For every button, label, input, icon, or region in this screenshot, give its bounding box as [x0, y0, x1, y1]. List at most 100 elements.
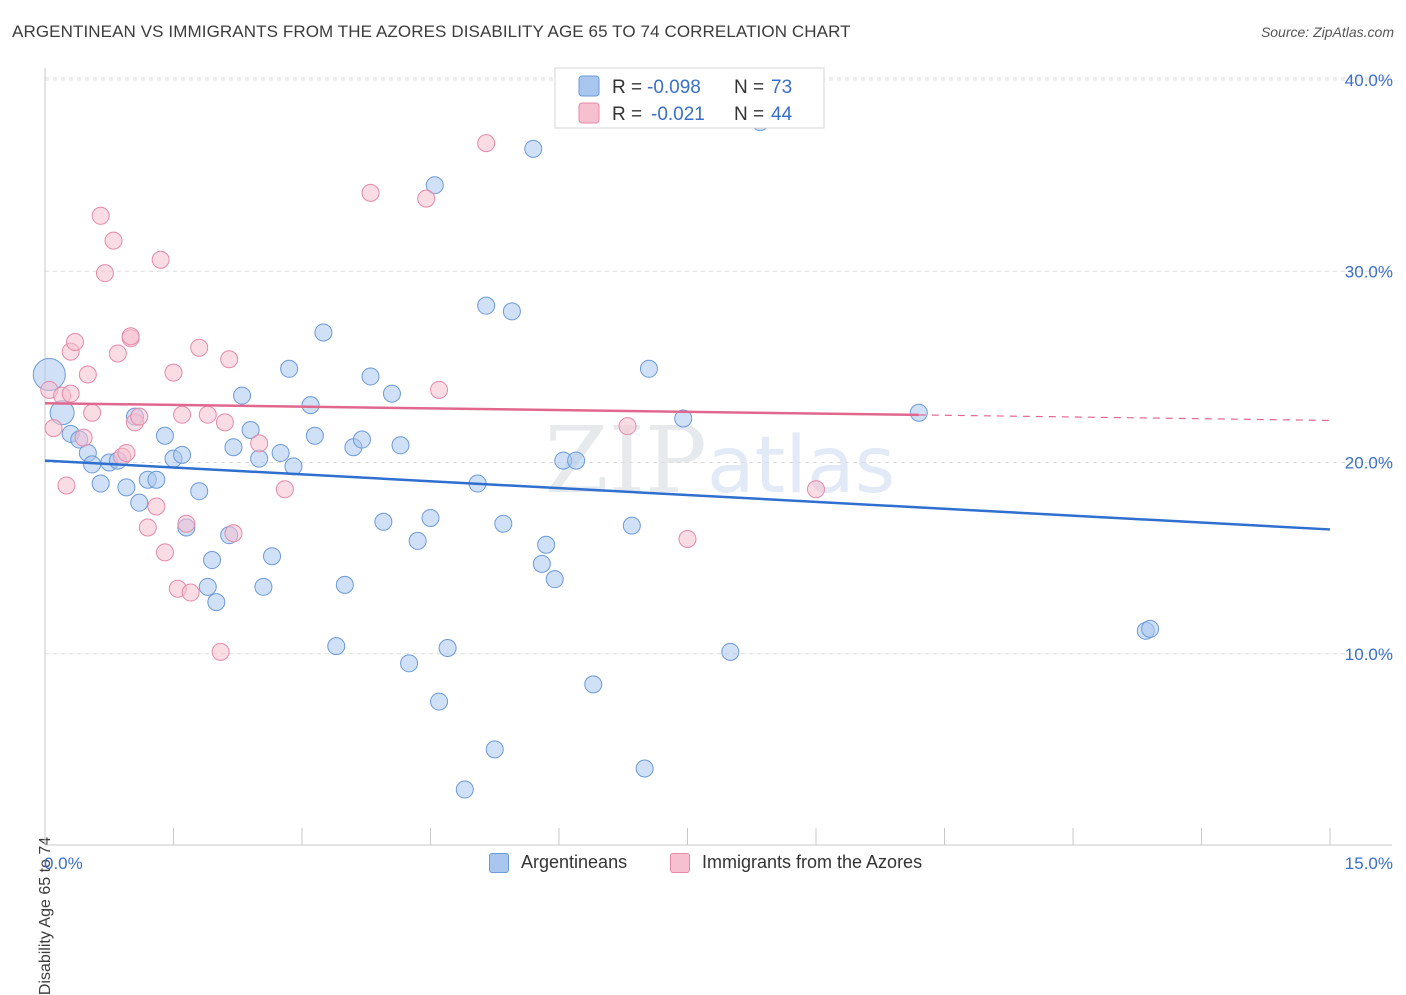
data-point-argentineans [241, 420, 260, 439]
data-point-azores [181, 583, 200, 602]
legend-r-label: R = [612, 104, 642, 125]
data-point-argentineans [382, 384, 401, 403]
data-point-argentineans [408, 531, 427, 550]
data-point-azores [121, 327, 140, 346]
data-point-argentineans [305, 426, 324, 445]
data-point-azores [74, 428, 93, 447]
x-tick-label: 0.0% [44, 854, 83, 873]
legend-n-label: N = [734, 77, 764, 98]
data-point-azores [104, 231, 123, 250]
data-point-azores [138, 518, 157, 537]
data-point-azores [430, 380, 449, 399]
data-point-argentineans [361, 367, 380, 386]
data-point-azores [91, 206, 110, 225]
legend-box [554, 67, 825, 129]
legend-item-argentineans[interactable]: Argentineans [489, 852, 627, 873]
data-point-azores [61, 384, 80, 403]
data-point-argentineans [233, 386, 252, 405]
data-point-azores [250, 434, 269, 453]
data-point-azores [155, 543, 174, 562]
data-point-argentineans [335, 575, 354, 594]
data-point-argentineans [909, 403, 928, 422]
legend-label-argentineans: Argentineans [521, 852, 628, 872]
data-point-argentineans [207, 593, 226, 612]
data-point-azores [417, 189, 436, 208]
data-point-argentineans [314, 323, 333, 342]
data-point-argentineans [130, 493, 149, 512]
data-point-argentineans [117, 478, 136, 497]
data-point-azores [618, 417, 637, 436]
data-point-argentineans [1141, 619, 1160, 638]
legend-swatch-argentineans [578, 75, 600, 97]
data-point-argentineans [198, 577, 217, 596]
data-point-argentineans [263, 547, 282, 566]
y-tick-label: 20.0% [1345, 454, 1393, 473]
data-point-argentineans [622, 516, 641, 535]
data-point-azores [164, 363, 183, 382]
data-point-azores [678, 530, 697, 548]
data-point-azores [147, 497, 166, 516]
data-point-argentineans [567, 451, 586, 470]
data-point-argentineans [584, 675, 603, 694]
trend-line-extension-azores [918, 414, 1331, 422]
legend-swatch-argentineans [489, 852, 509, 873]
legend-r-label: R = [612, 77, 642, 98]
data-point-azores [83, 403, 102, 422]
data-point-argentineans [494, 514, 513, 533]
y-tick-label: 40.0% [1345, 71, 1393, 90]
trend-line-azores [44, 401, 919, 417]
legend-n-value: 44 [771, 104, 793, 125]
data-point-azores [151, 250, 170, 269]
legend-n-label: N = [734, 104, 764, 125]
legend-item-azores[interactable]: Immigrants from the Azores [670, 852, 922, 873]
y-tick-label: 30.0% [1345, 262, 1393, 281]
data-point-argentineans [537, 535, 556, 554]
data-point-argentineans [352, 430, 371, 449]
bottom-legend: Argentineans Immigrants from the Azores [0, 852, 1406, 876]
data-point-argentineans [674, 409, 693, 428]
data-point-argentineans [391, 436, 410, 455]
data-point-argentineans [400, 654, 419, 673]
data-point-azores [108, 344, 127, 363]
data-point-azores [177, 514, 196, 533]
data-point-argentineans [301, 396, 320, 415]
trend-line-argentineans [44, 459, 1331, 531]
data-point-argentineans [250, 449, 269, 468]
legend-swatch-azores [670, 852, 690, 873]
data-point-argentineans [485, 740, 504, 759]
data-point-argentineans [502, 302, 521, 321]
data-point-azores [211, 642, 230, 661]
data-point-argentineans [425, 176, 444, 195]
data-point-azores [220, 350, 239, 369]
data-point-azores [215, 413, 234, 432]
data-point-argentineans [271, 443, 290, 462]
chart-title: ARGENTINEAN VS IMMIGRANTS FROM THE AZORE… [12, 22, 851, 41]
data-point-argentineans [147, 470, 166, 489]
data-point-argentineans [190, 482, 209, 501]
legend-swatch-azores [578, 102, 600, 124]
data-point-argentineans [721, 642, 740, 661]
data-point-azores [78, 365, 97, 384]
legend-label-azores: Immigrants from the Azores [702, 852, 923, 872]
data-point-argentineans [524, 139, 543, 158]
data-point-argentineans [438, 639, 457, 658]
data-point-azores [275, 480, 294, 499]
data-point-argentineans [254, 577, 273, 596]
data-point-azores [130, 407, 149, 426]
legend-n-value: 73 [771, 77, 792, 98]
data-point-argentineans [284, 457, 303, 476]
data-point-argentineans [203, 551, 222, 570]
x-tick-label: 15.0% [1345, 854, 1393, 873]
y-tick-label: 10.0% [1345, 645, 1393, 664]
data-point-argentineans [224, 438, 243, 457]
data-point-argentineans [91, 474, 110, 493]
data-point-azores [173, 405, 192, 424]
data-point-argentineans [173, 445, 192, 464]
data-point-azores [477, 134, 496, 153]
data-point-argentineans [155, 426, 174, 445]
legend-r-value: -0.021 [651, 104, 705, 125]
data-point-argentineans [545, 570, 564, 589]
legend-r-value: -0.098 [647, 77, 701, 98]
data-point-azores [65, 333, 84, 352]
data-point-azores [190, 338, 209, 357]
